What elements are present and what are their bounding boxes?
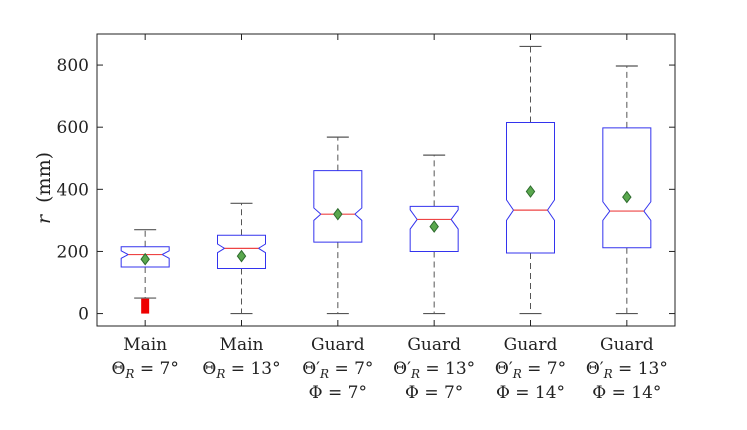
box-group — [506, 45, 555, 315]
x-category-label: Φ = 14° — [592, 383, 661, 403]
notched-box — [217, 234, 266, 270]
x-category-label: Main — [123, 335, 167, 355]
box-group — [120, 229, 170, 314]
x-category-label: ΘR = 13° — [202, 359, 280, 381]
plot-frame — [96, 33, 676, 327]
mean-diamond — [333, 207, 343, 221]
x-category-label: Main — [220, 335, 264, 355]
y-tick-label: 600 — [57, 118, 89, 138]
y-axis-label-unit: (mm) — [33, 152, 55, 203]
y-tick-label: 200 — [57, 242, 89, 262]
x-category-label: Θ′R = 13° — [393, 359, 475, 381]
mean-diamond — [236, 249, 247, 263]
box-group — [602, 65, 652, 315]
x-category-label: Guard — [504, 335, 558, 355]
outlier-markers — [141, 298, 150, 314]
mean-diamond — [429, 220, 439, 233]
x-category-label: Φ = 7° — [405, 383, 463, 403]
y-tick-label: 800 — [57, 56, 89, 76]
x-category-label: Θ′R = 13° — [586, 359, 668, 381]
mean-diamond — [622, 190, 632, 204]
y-axis-label: r (mm) — [33, 152, 55, 224]
y-tick-label: 0 — [78, 305, 89, 325]
x-category-label: Φ = 14° — [496, 383, 565, 403]
x-category-label: Guard — [311, 335, 365, 355]
box-group — [409, 154, 459, 315]
notched-box — [120, 246, 170, 268]
box-group — [313, 136, 363, 315]
boxplot-marks — [120, 45, 652, 315]
x-category-label: Θ′R = 7° — [495, 359, 566, 381]
notched-box — [313, 170, 363, 243]
box-group — [217, 202, 266, 315]
notched-box — [506, 122, 555, 254]
x-category-label: ΘR = 7° — [111, 359, 178, 381]
x-category-label: Guard — [600, 335, 654, 355]
mean-diamond — [525, 185, 536, 198]
notched-box — [602, 127, 652, 249]
x-category-label: Φ = 7° — [309, 383, 367, 403]
x-category-label: Guard — [407, 335, 461, 355]
axes: 0 200 400 600 800 Main ΘR = 7° Main ΘR = 13° Guar… — [57, 33, 676, 403]
y-axis-label-variable: r — [33, 213, 55, 224]
mean-diamond — [140, 252, 150, 266]
x-category-label: Θ′R = 7° — [302, 359, 373, 381]
notched-box — [409, 205, 459, 252]
y-tick-label: 400 — [57, 180, 89, 200]
